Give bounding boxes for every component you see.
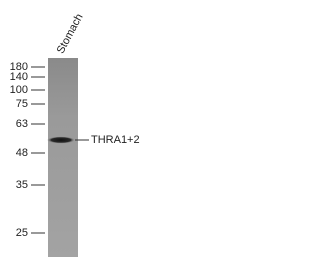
band-label: THRA1+2	[91, 134, 140, 146]
lane-label: Stomach	[55, 12, 86, 56]
marker-label: 140	[10, 71, 28, 83]
marker-label: 25	[16, 227, 28, 239]
marker-label: 48	[16, 147, 28, 159]
marker-label: 63	[16, 118, 28, 130]
marker-label: 100	[10, 84, 28, 96]
blot: Stomach 180 140 100 75 63 48 35 25 THRA1…	[10, 12, 140, 257]
lane	[48, 58, 78, 257]
band	[47, 136, 75, 144]
marker-label: 35	[16, 179, 28, 191]
marker-label: 75	[16, 98, 28, 110]
marker-label: 180	[10, 61, 28, 73]
blot-figure: Stomach 180 140 100 75 63 48 35 25 THRA1…	[0, 0, 150, 257]
markers: 180 140 100 75 63 48 35 25	[10, 61, 45, 239]
